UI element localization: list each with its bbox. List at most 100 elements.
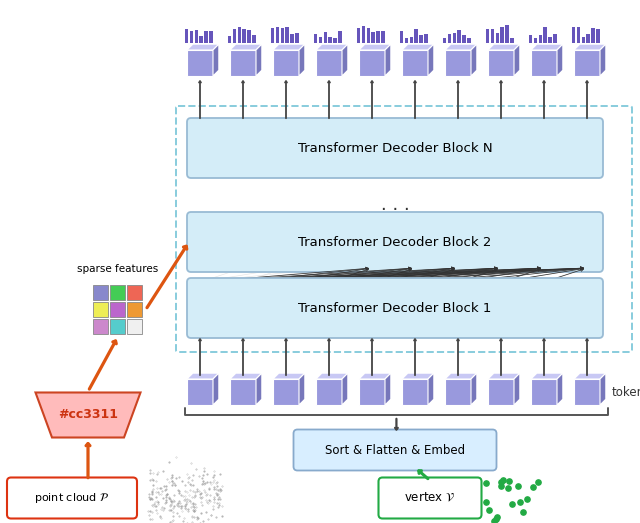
Bar [285,27,289,43]
Bar [596,29,600,43]
Bar [462,35,466,43]
Bar [500,27,504,43]
Polygon shape [256,44,262,76]
Bar [577,27,580,43]
Polygon shape [256,373,262,405]
Polygon shape [273,44,305,50]
Bar [458,30,461,43]
Bar [93,301,108,317]
Bar [271,28,275,43]
Text: #cc3311: #cc3311 [58,408,118,422]
FancyBboxPatch shape [294,429,497,471]
Polygon shape [359,44,391,50]
Polygon shape [316,373,348,379]
Polygon shape [359,379,385,405]
Polygon shape [557,373,563,405]
Polygon shape [187,50,213,76]
Bar [447,33,451,43]
Bar [243,29,246,43]
Polygon shape [402,373,434,379]
Polygon shape [299,44,305,76]
Bar [362,26,365,43]
FancyBboxPatch shape [7,477,137,518]
Bar [93,285,108,300]
Bar [338,31,342,43]
Polygon shape [514,373,520,405]
Bar [534,38,538,43]
Bar [538,35,542,43]
Bar [295,33,299,43]
Polygon shape [471,373,477,405]
Polygon shape [213,373,219,405]
Bar [586,33,590,43]
Bar [233,29,236,43]
Polygon shape [273,50,299,76]
Bar [410,38,413,43]
FancyBboxPatch shape [378,477,481,518]
Polygon shape [273,373,305,379]
Polygon shape [359,373,391,379]
FancyBboxPatch shape [187,278,603,338]
FancyBboxPatch shape [187,212,603,272]
Bar [424,33,428,43]
Bar [381,31,385,43]
Text: Sort & Flatten & Embed: Sort & Flatten & Embed [325,444,465,457]
Polygon shape [428,373,434,405]
Bar [247,30,251,43]
Polygon shape [385,373,391,405]
Bar [323,32,327,43]
Bar [276,27,279,43]
Polygon shape [316,50,342,76]
Text: tokens: tokens [612,385,640,399]
Polygon shape [230,373,262,379]
Polygon shape [488,50,514,76]
Polygon shape [445,44,477,50]
Polygon shape [342,373,348,405]
Bar [127,319,142,334]
Bar [209,31,212,43]
Bar [228,36,232,43]
Polygon shape [445,50,471,76]
FancyBboxPatch shape [187,118,603,178]
Bar [109,301,125,317]
Bar [505,25,509,43]
Polygon shape [488,373,520,379]
Bar [237,27,241,43]
Bar [189,31,193,43]
Polygon shape [230,379,256,405]
Text: point cloud $\mathcal{P}$: point cloud $\mathcal{P}$ [35,491,109,505]
Polygon shape [385,44,391,76]
Polygon shape [230,50,256,76]
Text: . . .: . . . [381,196,410,214]
Bar [367,28,370,43]
Polygon shape [574,379,600,405]
Polygon shape [574,373,606,379]
Bar [400,31,403,43]
Polygon shape [230,44,262,50]
Polygon shape [359,50,385,76]
Text: sparse features: sparse features [77,265,159,275]
Bar [486,29,490,43]
Bar [328,38,332,43]
Bar [529,35,532,43]
Bar [356,28,360,43]
Text: Transformer Decoder Block 2: Transformer Decoder Block 2 [298,235,492,248]
Bar [185,29,189,43]
Bar [553,33,557,43]
Polygon shape [531,373,563,379]
Bar [376,31,380,43]
Polygon shape [213,44,219,76]
Bar [495,33,499,43]
Polygon shape [488,44,520,50]
Bar [127,285,142,300]
Polygon shape [316,379,342,405]
Bar [591,28,595,43]
Bar [414,29,418,43]
Bar [510,38,514,43]
Bar [195,30,198,43]
Bar [204,31,208,43]
Bar [319,37,323,43]
Bar [491,29,494,43]
Polygon shape [514,44,520,76]
Bar [443,38,447,43]
